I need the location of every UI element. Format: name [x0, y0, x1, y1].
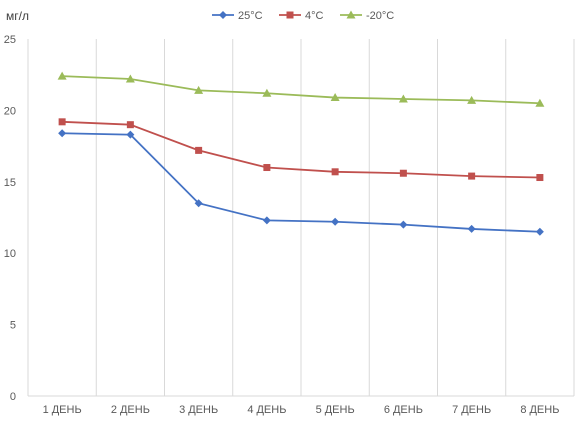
legend-marker	[346, 10, 356, 19]
x-tick-label: 2 ДЕНЬ	[111, 404, 150, 416]
series-line	[62, 75, 540, 105]
y-tick-label: 0	[10, 391, 16, 403]
data-point	[262, 88, 272, 97]
legend-marker	[219, 11, 227, 19]
data-point	[194, 85, 204, 94]
data-point	[535, 98, 545, 107]
legend-item: 4°C	[279, 10, 324, 22]
legend-label: 25°C	[238, 10, 263, 22]
data-point	[126, 121, 134, 129]
grid-lines	[27, 39, 575, 396]
data-point	[126, 130, 135, 139]
data-point	[58, 118, 66, 126]
y-tick-label: 10	[4, 248, 16, 260]
data-point	[194, 199, 203, 208]
data-point	[57, 71, 67, 80]
x-tick-label: 3 ДЕНЬ	[179, 404, 218, 416]
data-point	[398, 94, 408, 103]
data-point	[58, 129, 67, 138]
x-tick-label: 6 ДЕНЬ	[384, 404, 423, 416]
legend-label: -20°C	[366, 10, 394, 22]
data-point	[331, 168, 339, 176]
series-1	[58, 118, 544, 182]
series	[57, 71, 545, 236]
x-tick-label: 4 ДЕНЬ	[247, 404, 286, 416]
legend-item: 25°C	[212, 10, 263, 22]
data-point	[467, 224, 476, 233]
series-line	[62, 132, 540, 233]
x-tick-label: 5 ДЕНЬ	[316, 404, 355, 416]
data-point	[125, 74, 135, 83]
legend-marker	[286, 11, 294, 19]
y-tick-label: 15	[4, 177, 16, 189]
data-point	[467, 95, 477, 104]
x-tick-label: 1 ДЕНЬ	[43, 404, 82, 416]
y-axis-label: мг/л	[6, 9, 29, 23]
data-point	[331, 217, 340, 226]
data-point	[468, 172, 476, 180]
y-tick-label: 20	[4, 105, 16, 117]
legend-item: -20°C	[340, 10, 394, 22]
legend: 25°C 4°C -20°C	[212, 10, 394, 22]
data-point	[195, 146, 203, 154]
data-point	[399, 169, 407, 177]
x-tick-label: 8 ДЕНЬ	[520, 404, 559, 416]
data-point	[399, 220, 408, 229]
data-point	[535, 227, 544, 236]
data-point	[536, 174, 544, 182]
series-line	[62, 120, 540, 179]
series-2	[57, 71, 545, 107]
legend-label: 4°C	[305, 10, 324, 22]
series-0	[58, 129, 544, 236]
y-tick-label: 5	[10, 320, 16, 332]
x-tick-label: 7 ДЕНЬ	[452, 404, 491, 416]
axes: 0 5 10 15 20 25 1 ДЕНЬ 2 ДЕНЬ 3 ДЕНЬ 4 ДЕНЬ 5 ДЕНЬ…	[4, 34, 574, 416]
data-point	[330, 93, 340, 102]
data-point	[262, 216, 271, 225]
y-tick-label: 25	[4, 34, 16, 46]
data-point	[263, 164, 271, 172]
